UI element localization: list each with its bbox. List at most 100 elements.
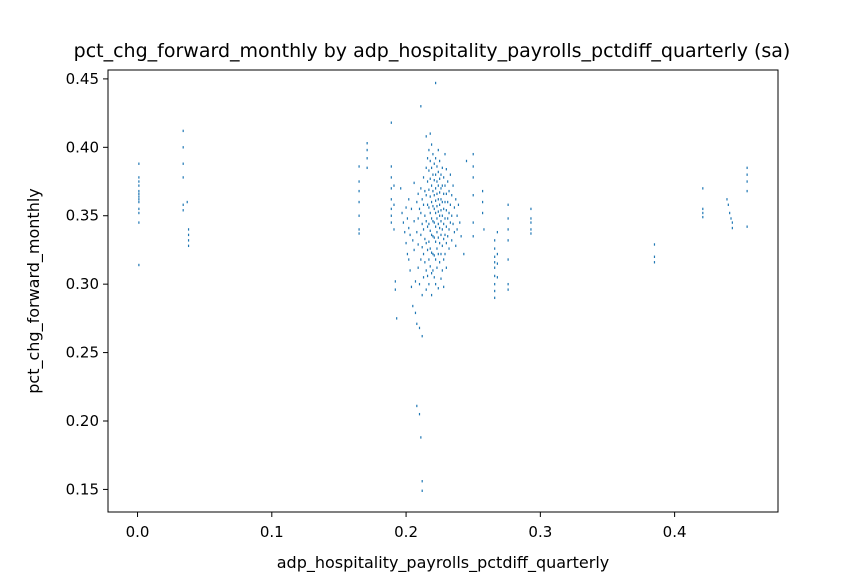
scatter-point — [437, 236, 439, 239]
scatter-point — [507, 258, 509, 261]
scatter-point — [530, 232, 532, 235]
y-tick-label: 0.35 — [66, 207, 99, 225]
scatter-point — [429, 195, 431, 198]
scatter-point — [187, 244, 190, 248]
scatter-point — [445, 266, 447, 269]
y-tick-label: 0.30 — [66, 275, 99, 293]
scatter-point — [420, 233, 422, 237]
scatter-point — [418, 207, 421, 211]
scatter-point — [424, 214, 426, 217]
scatter-point — [138, 221, 140, 224]
scatter-point — [394, 288, 396, 291]
scatter-point — [426, 225, 429, 228]
scatter-point — [447, 217, 449, 220]
scatter-point — [414, 280, 417, 283]
scatter-point — [432, 220, 434, 223]
scatter-point — [440, 198, 442, 201]
scatter-point — [435, 258, 437, 261]
scatter-point — [445, 225, 447, 228]
scatter-point — [440, 187, 442, 190]
x-axis-label: adp_hospitality_payrolls_pctdiff_quarter… — [277, 553, 610, 573]
scatter-point — [730, 217, 732, 220]
scatter-point — [439, 214, 441, 217]
scatter-point — [443, 207, 445, 211]
scatter-point — [441, 214, 443, 217]
scatter-point — [433, 207, 435, 211]
scatter-point — [440, 173, 442, 176]
scatter-point — [482, 189, 484, 193]
plot-area-frame — [107, 69, 779, 513]
scatter-point — [436, 266, 438, 269]
scatter-point — [494, 247, 496, 250]
scatter-point — [494, 239, 496, 242]
scatter-point — [430, 200, 433, 204]
scatter-point — [430, 166, 433, 170]
scatter-point — [653, 255, 656, 258]
scatter-point — [443, 258, 445, 261]
scatter-point — [436, 247, 438, 250]
scatter-point — [417, 243, 419, 246]
scatter-point — [445, 241, 447, 245]
scatter-point — [432, 269, 434, 272]
scatter-point — [413, 248, 415, 252]
scatter-point — [432, 252, 434, 256]
scatter-point — [406, 217, 409, 220]
scatter-point — [420, 211, 422, 215]
scatter-point — [494, 282, 496, 286]
scatter-point — [456, 214, 458, 217]
scatter-point — [429, 211, 431, 215]
scatter-point — [418, 412, 421, 416]
scatter-point — [433, 221, 435, 224]
scatter-point — [430, 184, 433, 187]
scatter-point — [445, 192, 447, 196]
scatter-point — [530, 207, 532, 211]
scatter-point — [428, 282, 430, 286]
scatter-point — [472, 152, 474, 156]
scatter-point — [138, 180, 140, 183]
scatter-point — [422, 252, 425, 256]
scatter-point — [422, 276, 425, 279]
x-tick-label: 0.2 — [394, 523, 418, 541]
scatter-point — [444, 217, 446, 220]
scatter-point — [726, 198, 728, 201]
scatter-point — [182, 162, 184, 165]
scatter-point — [138, 189, 140, 193]
scatter-point — [138, 198, 140, 201]
scatter-point — [507, 288, 509, 291]
scatter-point — [401, 211, 403, 215]
scatter-point — [417, 217, 419, 220]
scatter-point — [430, 272, 433, 275]
scatter-point — [400, 187, 402, 190]
y-axis-label: pct_chg_forward_monthly — [24, 188, 44, 394]
scatter-point — [409, 233, 411, 237]
scatter-point — [435, 187, 437, 190]
scatter-point — [420, 436, 422, 439]
scatter-point — [496, 262, 498, 265]
scatter-point — [443, 192, 445, 196]
scatter-point — [366, 148, 368, 152]
scatter-point — [472, 221, 474, 224]
scatter-point — [412, 239, 414, 242]
scatter-point — [390, 214, 392, 217]
scatter-point — [432, 173, 434, 176]
scatter-point — [429, 132, 431, 135]
scatter-point — [727, 203, 729, 206]
scatter-point — [429, 229, 431, 232]
scatter-point — [182, 146, 184, 149]
scatter-point — [436, 192, 438, 196]
scatter-point — [441, 269, 443, 272]
scatter-point — [435, 225, 437, 228]
scatter-point — [443, 237, 445, 241]
y-tick-label: 0.40 — [66, 138, 99, 156]
scatter-point — [432, 204, 434, 208]
scatter-point — [417, 266, 419, 269]
y-axis-ticks: 0.15 0.20 0.25 0.30 0.35 0.40 0.45 — [66, 70, 108, 498]
scatter-point — [440, 209, 442, 212]
scatter-point — [426, 203, 429, 206]
scatter-point — [429, 265, 431, 268]
scatter-point — [406, 252, 409, 256]
scatter-point — [430, 293, 433, 297]
scatter-point — [430, 233, 433, 237]
scatter-point — [390, 221, 392, 224]
scatter-point — [358, 189, 360, 193]
